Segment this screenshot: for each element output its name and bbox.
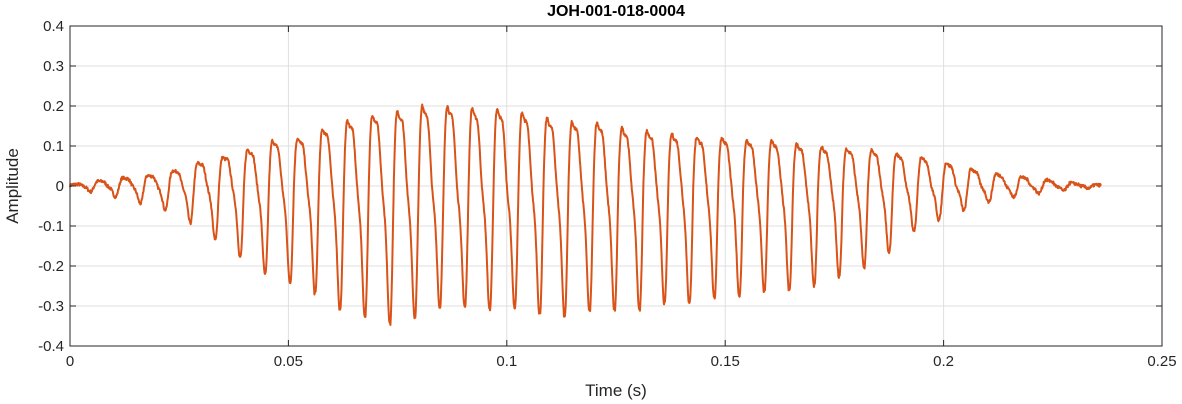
- y-tick-labels: -0.4 -0.3 -0.2 -0.1 0 0.1 0.2 0.3 0.4: [38, 18, 64, 355]
- x-tick-labels: 0 0.05 0.1 0.15 0.2 0.25: [66, 353, 1177, 370]
- y-tick-label: -0.1: [38, 218, 64, 235]
- y-tick-label: 0.3: [43, 58, 64, 75]
- x-axis-label: Time (s): [585, 381, 647, 400]
- plot-area: 0 0.05 0.1 0.15 0.2 0.25 -0.4 -0.3 -0.2 -0.1 0 0.1…: [38, 18, 1176, 370]
- x-tick-label: 0.15: [711, 353, 740, 370]
- y-tick-label: -0.4: [38, 338, 64, 355]
- x-tick-label: 0.2: [933, 353, 954, 370]
- y-tick-label: -0.2: [38, 258, 64, 275]
- y-tick-label: 0.2: [43, 98, 64, 115]
- x-tick-label: 0.25: [1147, 353, 1176, 370]
- tick-marks: [69, 25, 1163, 347]
- y-tick-label: 0.1: [43, 138, 64, 155]
- series-line: [69, 103, 1102, 326]
- x-tick-label: 0.1: [496, 353, 517, 370]
- x-tick-label: 0.05: [274, 353, 303, 370]
- grid-lines: [70, 26, 1162, 346]
- x-tick-label: 0: [66, 353, 74, 370]
- chart-title: JOH-001-018-0004: [547, 3, 685, 20]
- y-tick-label: 0.4: [43, 18, 64, 35]
- y-axis-label: Amplitude: [3, 148, 22, 224]
- y-tick-label: 0: [56, 178, 64, 195]
- y-tick-label: -0.3: [38, 298, 64, 315]
